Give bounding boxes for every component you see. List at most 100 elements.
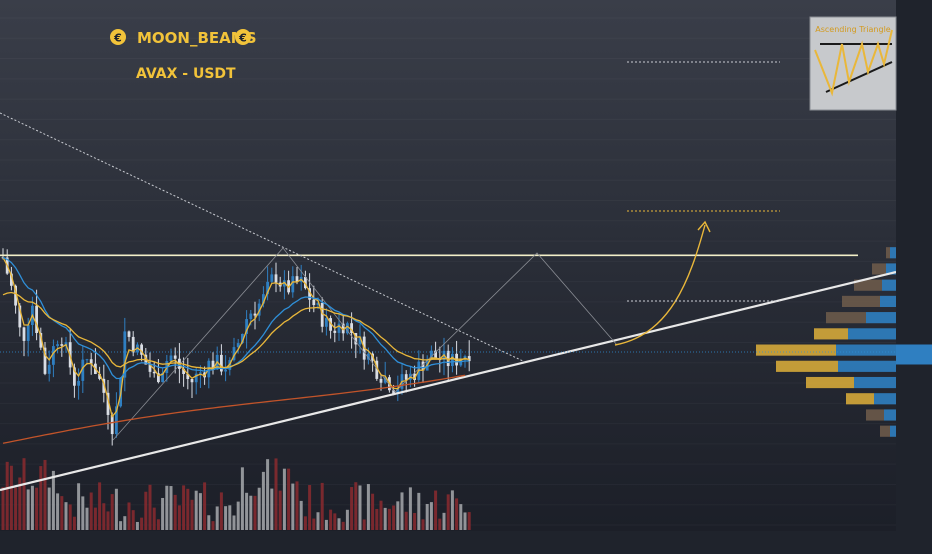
candle-body xyxy=(102,378,106,393)
profile-bar-sell xyxy=(776,360,838,372)
volume-bar xyxy=(333,513,337,530)
candle-body xyxy=(312,299,316,306)
candle-body xyxy=(245,319,248,334)
candle-body xyxy=(77,380,80,386)
volume-bar xyxy=(85,507,89,530)
euro-coin-icon: € xyxy=(235,29,251,45)
volume-bar xyxy=(30,485,34,530)
volume-bar xyxy=(106,511,110,530)
volume-bar xyxy=(156,519,160,530)
volume-bar xyxy=(165,485,169,530)
volume-bar xyxy=(51,470,55,530)
volume-bar xyxy=(198,493,202,530)
volume-bar xyxy=(161,497,165,530)
candle-body xyxy=(295,276,299,283)
volume-bar xyxy=(207,515,211,530)
volume-bar xyxy=(429,502,433,530)
volume-bar xyxy=(274,458,278,530)
volume-bar xyxy=(392,505,396,530)
volume-bar xyxy=(72,516,76,530)
candle-body xyxy=(304,276,307,289)
candle-body xyxy=(434,350,437,359)
volume-bar xyxy=(282,468,286,530)
volume-bar xyxy=(245,492,249,530)
candle-body xyxy=(350,323,353,334)
candle-body xyxy=(451,353,454,367)
candle-body xyxy=(320,302,324,327)
volume-bar xyxy=(135,521,139,530)
profile-bar-sell xyxy=(846,393,874,405)
volume-bar xyxy=(341,521,345,530)
volume-bar xyxy=(18,477,22,530)
candle-body xyxy=(131,336,135,353)
profile-bar-buy xyxy=(848,328,896,340)
inset-title: Ascending Triangle xyxy=(815,25,891,34)
volume-bar xyxy=(22,458,26,530)
price-axis xyxy=(896,0,932,550)
volume-bar xyxy=(215,506,219,530)
moving-averages xyxy=(2,256,470,444)
candle-body xyxy=(43,347,47,374)
profile-bar-buy xyxy=(884,409,896,421)
ema-mid-line xyxy=(2,256,470,380)
profile-bar-sell xyxy=(826,312,866,324)
candle-body xyxy=(337,323,341,333)
volume-bar xyxy=(287,468,291,530)
candle-body xyxy=(236,343,240,348)
volume-bar xyxy=(371,493,375,530)
profile-bar-sell xyxy=(880,425,890,437)
candle-body xyxy=(266,281,269,295)
candle-body xyxy=(270,274,274,282)
volume-bar xyxy=(459,504,463,530)
candle-body xyxy=(152,371,156,374)
candle-body xyxy=(110,414,114,435)
volume-bar xyxy=(152,507,156,530)
volume-bar xyxy=(173,494,177,530)
volume-bar xyxy=(169,486,173,530)
time-axis xyxy=(0,531,932,550)
volume-bar xyxy=(450,490,454,530)
volume-bar xyxy=(14,487,18,530)
volume-bar xyxy=(379,500,383,530)
volume-bar xyxy=(362,519,366,530)
volume-bar xyxy=(43,459,47,530)
volume-bar xyxy=(421,519,425,530)
volume-bar xyxy=(396,501,400,530)
candle-body xyxy=(392,390,395,394)
volume-bars xyxy=(1,458,471,530)
svg-text:€: € xyxy=(238,32,247,45)
volume-bar xyxy=(68,504,72,530)
profile-bar-buy xyxy=(836,344,896,356)
projection-arrow xyxy=(614,224,706,346)
volume-bar xyxy=(434,490,438,530)
profile-bar-buy xyxy=(866,312,896,324)
volume-bar xyxy=(261,471,265,530)
volume-bar xyxy=(375,508,379,530)
profile-bar-buy xyxy=(886,263,896,275)
volume-bar xyxy=(266,459,270,530)
volume-bar xyxy=(240,467,244,530)
volume-bar xyxy=(1,487,5,530)
inset-zigzag xyxy=(814,29,893,97)
volume-bar xyxy=(358,485,362,530)
candle-body xyxy=(413,373,416,380)
candle-body xyxy=(249,313,253,320)
candle-body xyxy=(73,367,76,386)
volume-bar xyxy=(253,495,257,530)
candle-body xyxy=(182,368,185,375)
volume-bar xyxy=(190,499,194,530)
candle-body xyxy=(60,344,64,346)
profile-bar-buy xyxy=(890,425,896,437)
volume-bar xyxy=(413,513,417,530)
volume-bar xyxy=(56,493,60,530)
volume-bar xyxy=(291,483,295,530)
profile-bar-sell xyxy=(806,376,854,389)
candle-body xyxy=(358,336,362,345)
candle-body xyxy=(26,325,30,341)
volume-bar xyxy=(303,516,307,530)
candle-body xyxy=(123,331,127,378)
candle-body xyxy=(287,280,290,293)
volume-bar xyxy=(194,490,198,530)
